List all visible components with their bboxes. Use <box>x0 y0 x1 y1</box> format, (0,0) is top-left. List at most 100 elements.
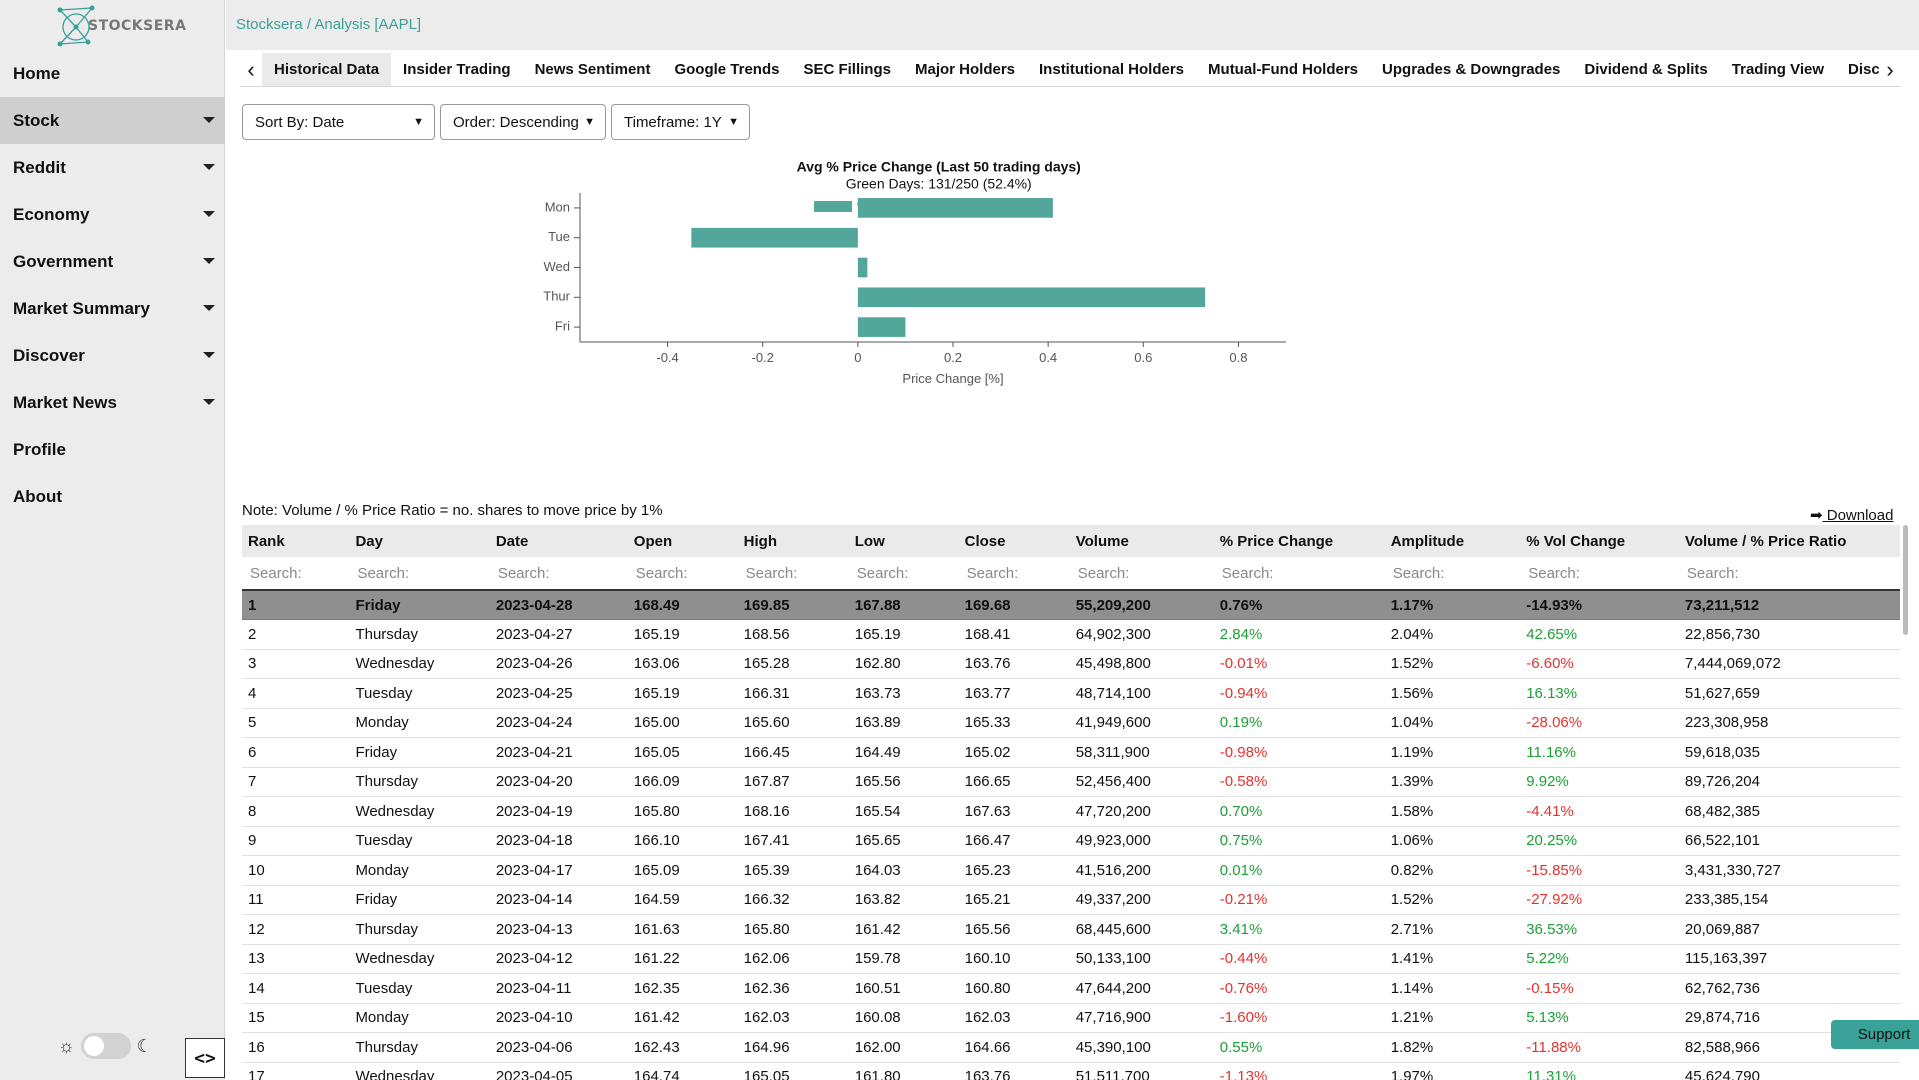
table-cell: 55,209,200 <box>1069 590 1214 620</box>
logo-icon <box>57 5 95 47</box>
table-cell: 15 <box>242 1003 350 1033</box>
column-header[interactable]: Volume <box>1069 525 1214 557</box>
table-row[interactable]: 12 Thursday 2023-04-13 161.63 165.80 161.42 16… <box>242 914 1900 945</box>
chevron-left-icon[interactable]: ‹ <box>247 56 255 82</box>
tab-mutual-fund-holders[interactable]: Mutual-Fund Holders <box>1208 61 1359 78</box>
table-row[interactable]: 14 Tuesday 2023-04-11 162.35 162.36 160.51 160… <box>242 973 1900 1004</box>
table-row[interactable]: 11 Friday 2023-04-14 164.59 166.32 163.82 165.… <box>242 885 1900 915</box>
table-cell: 10 <box>242 855 350 886</box>
table-cell: 1.97% <box>1384 1062 1521 1080</box>
column-search-input[interactable]: Search: <box>1678 557 1900 591</box>
column-search-input[interactable]: Search: <box>958 557 1070 591</box>
table-cell: 8 <box>242 796 350 827</box>
column-header[interactable]: Volume / % Price Ratio <box>1678 525 1900 557</box>
table-row[interactable]: 9 Tuesday 2023-04-18 166.10 167.41 165.65 166.… <box>242 826 1900 856</box>
table-row[interactable]: 16 Thursday 2023-04-06 162.43 164.96 162.00 16… <box>242 1032 1900 1063</box>
tab-news-sentiment[interactable]: News Sentiment <box>534 61 651 78</box>
column-header[interactable]: Day <box>349 525 490 557</box>
theme-toggle[interactable]: ☼ ☾ <box>58 1033 153 1059</box>
sort-by-select[interactable]: Sort By: Date ▼ <box>242 104 435 140</box>
sidebar-item-home[interactable]: Home <box>0 50 225 97</box>
table-cell: 9 <box>242 826 350 856</box>
table-row[interactable]: 4 Tuesday 2023-04-25 165.19 166.31 163.73 163.… <box>242 678 1900 709</box>
column-search-input[interactable]: Search: <box>1213 557 1385 591</box>
theme-switch[interactable] <box>80 1033 131 1059</box>
logo[interactable]: STOCKSERA <box>52 2 186 52</box>
column-header[interactable]: Date <box>489 525 628 557</box>
tab-major-holders[interactable]: Major Holders <box>914 61 1016 78</box>
sidebar-item-reddit[interactable]: Reddit <box>0 144 225 191</box>
y-tick-label: Wed <box>544 259 571 274</box>
column-header[interactable]: % Vol Change <box>1520 525 1679 557</box>
support-button[interactable]: Support <box>1831 1020 1919 1049</box>
tab-insider-trading[interactable]: Insider Trading <box>403 61 511 78</box>
chevron-right-icon[interactable]: › <box>1879 53 1901 86</box>
column-header[interactable]: Low <box>848 525 959 557</box>
table-row[interactable]: 1 Friday 2023-04-28 168.49 169.85 167.88 169.6… <box>242 590 1900 620</box>
sidebar-item-market-news[interactable]: Market News <box>0 379 225 426</box>
column-header[interactable]: Amplitude <box>1384 525 1521 557</box>
sidebar-item-market-summary[interactable]: Market Summary <box>0 285 225 332</box>
sidebar-item-about[interactable]: About <box>0 473 225 520</box>
tab-trading-view[interactable]: Trading View <box>1731 61 1825 78</box>
table-cell: 162.36 <box>737 973 849 1004</box>
table-row[interactable]: 13 Wednesday 2023-04-12 161.22 162.06 159.78 1… <box>242 944 1900 974</box>
column-header[interactable]: % Price Change <box>1213 525 1385 557</box>
column-header[interactable]: High <box>737 525 849 557</box>
table-row[interactable]: 6 Friday 2023-04-21 165.05 166.45 164.49 165.0… <box>242 737 1900 768</box>
tab-historical-data[interactable]: Historical Data <box>262 53 392 86</box>
table-cell: Tuesday <box>349 826 490 856</box>
collapse-sidebar-button[interactable]: <> <box>185 1038 225 1078</box>
table-row[interactable]: 5 Monday 2023-04-24 165.00 165.60 163.89 165.3… <box>242 708 1900 738</box>
table-cell: 1.14% <box>1384 973 1521 1004</box>
bar-thur <box>857 287 1206 308</box>
sidebar-item-government[interactable]: Government <box>0 238 225 285</box>
tab-google-trends[interactable]: Google Trends <box>674 61 780 78</box>
chevron-down-icon: ▼ <box>728 116 739 128</box>
table-row[interactable]: 8 Wednesday 2023-04-19 165.80 168.16 165.54 16… <box>242 796 1900 827</box>
column-header[interactable]: Open <box>627 525 738 557</box>
column-search-input[interactable]: Search: <box>1520 557 1679 591</box>
column-search-input[interactable]: Search: <box>1069 557 1214 591</box>
column-search-input[interactable]: Search: <box>242 557 350 591</box>
tab-upgrades-downgrades[interactable]: Upgrades & Downgrades <box>1382 61 1561 78</box>
table-cell: 20,069,887 <box>1678 914 1900 945</box>
table-cell: 3,431,330,727 <box>1678 855 1900 886</box>
column-search-input[interactable]: Search: <box>737 557 849 591</box>
column-search-input[interactable]: Search: <box>489 557 628 591</box>
table-cell: 20.25% <box>1520 826 1679 856</box>
y-tick-label: Thur <box>543 289 570 304</box>
table-cell: 62,762,736 <box>1678 973 1900 1004</box>
sidebar-item-profile[interactable]: Profile <box>0 426 225 473</box>
table-cell: 3.41% <box>1213 914 1385 945</box>
table-row[interactable]: 7 Thursday 2023-04-20 166.09 167.87 165.56 166… <box>242 767 1900 797</box>
table-row[interactable]: 15 Monday 2023-04-10 161.42 162.03 160.08 162.… <box>242 1003 1900 1033</box>
table-row[interactable]: 17 Wednesday 2023-04-05 164.74 165.05 161.80 1… <box>242 1062 1900 1080</box>
table-cell: -14.93% <box>1520 590 1679 620</box>
table-row[interactable]: 2 Thursday 2023-04-27 165.19 168.56 165.19 168… <box>242 619 1900 650</box>
chevron-down-icon: ▼ <box>584 116 595 128</box>
timeframe-select[interactable]: Timeframe: 1Y ▼ <box>611 104 750 140</box>
breadcrumb[interactable]: Stocksera / Analysis [AAPL] <box>236 16 422 33</box>
tab-institutional-holders[interactable]: Institutional Holders <box>1039 61 1185 78</box>
order-select[interactable]: Order: Descending ▼ <box>440 104 606 140</box>
column-search-input[interactable]: Search: <box>848 557 959 591</box>
tab-dividend-splits[interactable]: Dividend & Splits <box>1584 61 1708 78</box>
column-header[interactable]: Close <box>958 525 1070 557</box>
table-scrollbar[interactable] <box>1903 525 1908 635</box>
table-cell: 166.65 <box>958 767 1070 797</box>
tab-sec-fillings[interactable]: SEC Fillings <box>803 61 891 78</box>
table-cell: 68,482,385 <box>1678 796 1900 827</box>
table-row[interactable]: 3 Wednesday 2023-04-26 163.06 165.28 162.80 16… <box>242 649 1900 679</box>
sidebar-item-economy[interactable]: Economy <box>0 191 225 238</box>
download-link[interactable]: ➡ Download <box>1810 506 1893 524</box>
column-header[interactable]: Rank <box>242 525 350 557</box>
column-search-input[interactable]: Search: <box>349 557 490 591</box>
bar-wed <box>857 257 868 278</box>
sidebar-item-stock[interactable]: Stock <box>0 97 225 144</box>
column-search-input[interactable]: Search: <box>1384 557 1521 591</box>
table-row[interactable]: 10 Monday 2023-04-17 165.09 165.39 164.03 165.… <box>242 855 1900 886</box>
bar-tue <box>691 227 858 248</box>
sidebar-item-discover[interactable]: Discover <box>0 332 225 379</box>
column-search-input[interactable]: Search: <box>627 557 738 591</box>
